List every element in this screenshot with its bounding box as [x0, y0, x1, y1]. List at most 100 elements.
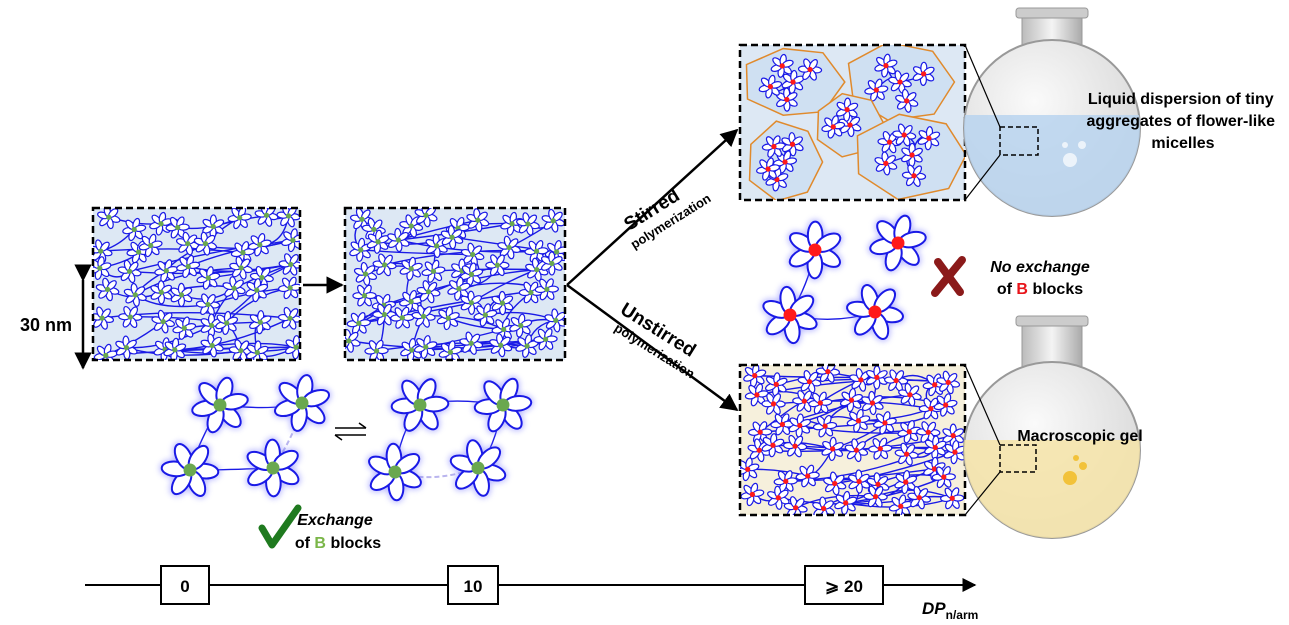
core [544, 286, 550, 292]
micelle [863, 485, 888, 508]
micelle [414, 335, 438, 359]
core [817, 400, 823, 406]
core [790, 79, 796, 85]
micelle [534, 278, 559, 301]
micelle [440, 225, 464, 250]
core [534, 266, 540, 273]
micelle [284, 335, 300, 360]
core [408, 298, 414, 305]
core [775, 495, 781, 501]
core [425, 289, 432, 295]
axis-tick: 10 [464, 577, 483, 596]
core [903, 451, 910, 457]
micelle [215, 310, 239, 336]
core [829, 446, 836, 452]
micelle [229, 256, 253, 280]
core [395, 237, 402, 243]
core [784, 96, 790, 103]
core [783, 478, 789, 484]
micelle [895, 88, 919, 113]
micelle [95, 277, 120, 302]
core [257, 319, 263, 325]
core [509, 221, 515, 227]
micelle [278, 253, 300, 276]
core [287, 315, 293, 321]
micelle [761, 433, 785, 458]
core [830, 124, 836, 130]
micelle [421, 259, 446, 283]
micelle [912, 61, 935, 86]
core [413, 398, 427, 412]
core [771, 143, 777, 150]
core [949, 495, 955, 501]
core [847, 122, 853, 128]
core [388, 465, 402, 479]
core [903, 479, 909, 485]
core [295, 396, 309, 410]
micelle [761, 135, 787, 158]
core [906, 429, 912, 435]
micelle [195, 293, 221, 316]
micelle [795, 464, 820, 488]
micelle [447, 276, 471, 301]
micelle [540, 251, 563, 276]
micelle [372, 303, 397, 326]
core [875, 481, 881, 487]
no-exchange-title: No exchange [990, 259, 1090, 276]
core [886, 139, 893, 145]
core [433, 243, 440, 249]
core [123, 345, 130, 351]
core [482, 312, 488, 318]
micelle [353, 261, 378, 286]
chain [360, 249, 473, 256]
core [263, 212, 270, 218]
micelle [272, 372, 332, 434]
core [361, 292, 368, 299]
micelle [460, 242, 485, 267]
micelle [122, 217, 147, 242]
micelle [276, 208, 300, 228]
core [375, 239, 381, 245]
core [468, 300, 474, 306]
core [213, 398, 227, 412]
core [808, 243, 822, 257]
caption-line: aggregates of flower-like [1087, 113, 1276, 130]
core [797, 422, 803, 429]
core [745, 466, 751, 472]
core [904, 98, 910, 104]
core [898, 503, 904, 509]
core [468, 271, 475, 278]
core [447, 349, 454, 355]
core [925, 429, 931, 435]
core [893, 377, 899, 384]
core [792, 443, 798, 449]
core [358, 247, 364, 253]
micelle [200, 333, 224, 358]
micelle [756, 157, 781, 181]
core [237, 215, 243, 221]
micelle [150, 280, 173, 305]
core [423, 212, 429, 218]
core [371, 226, 377, 233]
micelle [436, 306, 460, 331]
micelle [835, 97, 859, 122]
core [749, 491, 756, 498]
micelle [541, 208, 565, 233]
exchange-line: of B blocks [295, 535, 381, 552]
scale-bar: 30 nm [20, 315, 72, 335]
micelle [165, 216, 190, 239]
core [542, 336, 549, 342]
no-exchange-cross [931, 256, 966, 297]
core [805, 473, 811, 479]
micelle [940, 487, 965, 510]
micelle [459, 262, 484, 287]
micelle [176, 254, 201, 279]
micelle [770, 53, 794, 78]
micelle [149, 211, 173, 236]
axis-box [804, 565, 884, 605]
chain [845, 476, 945, 504]
micelle [366, 441, 424, 503]
micelle [163, 337, 187, 360]
axis-box [447, 565, 499, 605]
micelle [515, 334, 539, 358]
